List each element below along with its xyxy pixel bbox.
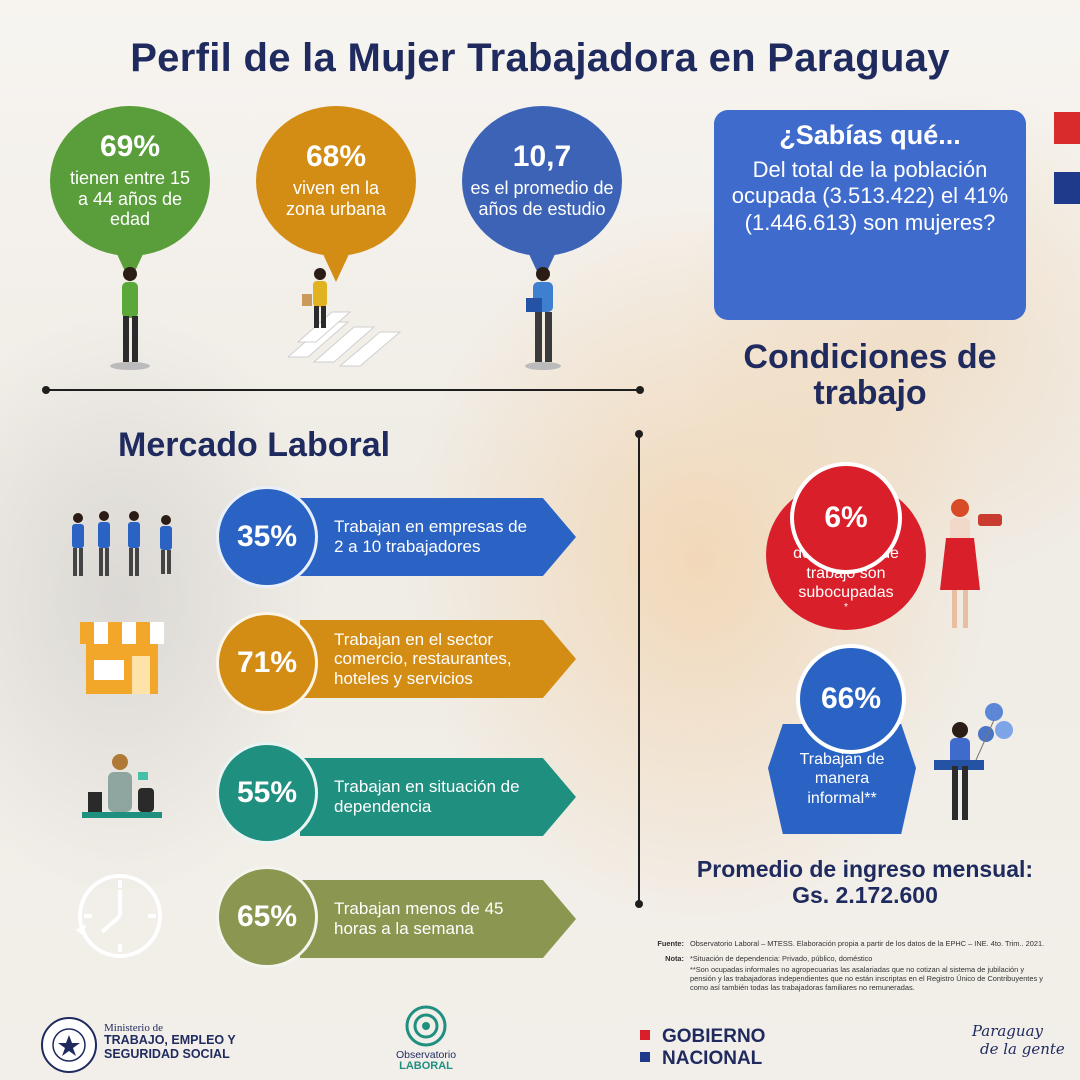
income-block: Promedio de ingreso mensual: Gs. 2.172.6… xyxy=(660,856,1070,909)
row-71-arrow: Trabajan en el sector comercio, restaura… xyxy=(300,620,576,698)
gov-blue-square xyxy=(640,1052,650,1062)
balloon-vendor-icon xyxy=(934,703,1013,820)
note-1: *Situación de dependencia: Privado, públ… xyxy=(690,953,873,963)
slogan-line-1: Paraguay xyxy=(971,1022,1043,1040)
gov-logo-text: GOBIERNO NACIONAL xyxy=(662,1026,765,1070)
storefront-icon xyxy=(80,622,164,694)
informal-value: 66% xyxy=(796,644,906,754)
urban-stat-value: 68% xyxy=(305,140,367,174)
labor-market-heading: Mercado Laboral xyxy=(118,426,391,464)
underemployed-mark: * xyxy=(844,602,848,613)
urban-stat-text: viven en la zona urbana xyxy=(285,178,387,219)
study-stat-text: es el promedio de años de estudio xyxy=(470,178,614,219)
row-65-text: Trabajan menos de 45 horas a la semana xyxy=(334,899,504,938)
gov-red-square xyxy=(640,1030,650,1040)
row-55-arrow: Trabajan en situación de dependencia xyxy=(300,758,576,836)
gov-line-2: NACIONAL xyxy=(662,1047,763,1069)
row-35-text: Trabajan en empresas de 2 a 10 trabajado… xyxy=(334,517,528,556)
horizontal-divider xyxy=(46,389,642,391)
clock-icon xyxy=(76,874,162,958)
study-stat-bubble: 10,7 es el promedio de años de estudio xyxy=(462,106,622,282)
underemployed-value: 6% xyxy=(790,462,902,574)
source-label: Fuente: xyxy=(657,939,684,948)
observatorio-logo-text: Observatorio LABORAL xyxy=(384,1049,468,1073)
woman-standing-icon xyxy=(110,267,150,370)
informal-text: Trabajan de manera informal** xyxy=(799,751,885,807)
worker-desk-icon xyxy=(82,754,162,818)
ministry-small: Ministerio de xyxy=(104,1022,163,1034)
student-woman-icon xyxy=(525,267,561,370)
row-65-arrow: Trabajan menos de 45 horas a la semana xyxy=(300,880,576,958)
paraguay-seal-icon xyxy=(41,1017,97,1073)
observatorio-line-2: LABORAL xyxy=(399,1060,453,1073)
vertical-divider xyxy=(638,434,640,904)
age-stat-value: 69% xyxy=(99,129,161,163)
did-you-know-box: ¿Sabías qué... Del total de la población… xyxy=(714,110,1026,320)
flag-blue-stripe xyxy=(1054,172,1080,204)
did-you-know-text: Del total de la población ocupada (3.513… xyxy=(731,157,1009,235)
note-2: **Son ocupadas informales no agropecuari… xyxy=(690,964,1043,992)
ministry-name: TRABAJO, EMPLEO Y SEGURIDAD SOCIAL xyxy=(104,1033,236,1061)
vertical-dot-bottom xyxy=(635,900,643,908)
row-65-circle: 65% xyxy=(216,866,318,968)
row-71-text: Trabajan en el sector comercio, restaura… xyxy=(334,629,512,688)
slogan-line-2: de la gente xyxy=(980,1040,1065,1058)
divider-dot-right xyxy=(636,386,644,394)
footnotes: Fuente: Observatorio Laboral – MTESS. El… xyxy=(650,939,1050,994)
gov-line-1: GOBIERNO xyxy=(662,1026,766,1047)
source-text: Observatorio Laboral – MTESS. Elaboració… xyxy=(690,939,1045,948)
observatorio-line-1: Observatorio xyxy=(395,1049,457,1061)
row-71-circle: 71% xyxy=(216,612,318,714)
row-35-arrow: Trabajan en empresas de 2 a 10 trabajado… xyxy=(300,498,576,576)
income-label: Promedio de ingreso mensual: xyxy=(696,856,1034,882)
observatorio-logo-icon xyxy=(405,1005,447,1047)
age-stat-bubble: 69% tienen entre 15 a 44 años de edad xyxy=(50,106,210,282)
page-title: Perfil de la Mujer Trabajadora en Paragu… xyxy=(130,36,950,80)
age-stat-text: tienen entre 15 a 44 años de edad xyxy=(69,167,191,230)
conditions-heading: Condiciones de trabajo xyxy=(743,338,997,412)
study-stat-value: 10,7 xyxy=(512,140,572,174)
note-label: Nota: xyxy=(665,953,684,963)
divider-dot-left xyxy=(42,386,50,394)
group-people-icon xyxy=(72,511,172,576)
slogan-logo: Paraguay de la gente xyxy=(950,1022,1065,1058)
income-value: Gs. 2.172.600 xyxy=(792,882,938,909)
vertical-dot-top xyxy=(635,430,643,438)
waitress-icon xyxy=(940,499,1002,628)
row-35-circle: 35% xyxy=(216,486,318,588)
row-55-text: Trabajan en situación de dependencia xyxy=(334,777,520,816)
flag-red-stripe xyxy=(1054,112,1080,144)
row-55-circle: 55% xyxy=(216,742,318,844)
ministry-logo-text: Ministerio de TRABAJO, EMPLEO Y SEGURIDA… xyxy=(104,1022,254,1062)
urban-stat-bubble: 68% viven en la zona urbana xyxy=(256,106,416,282)
crosswalk-woman-icon xyxy=(288,268,402,367)
did-you-know-heading: ¿Sabías qué... xyxy=(779,120,961,150)
